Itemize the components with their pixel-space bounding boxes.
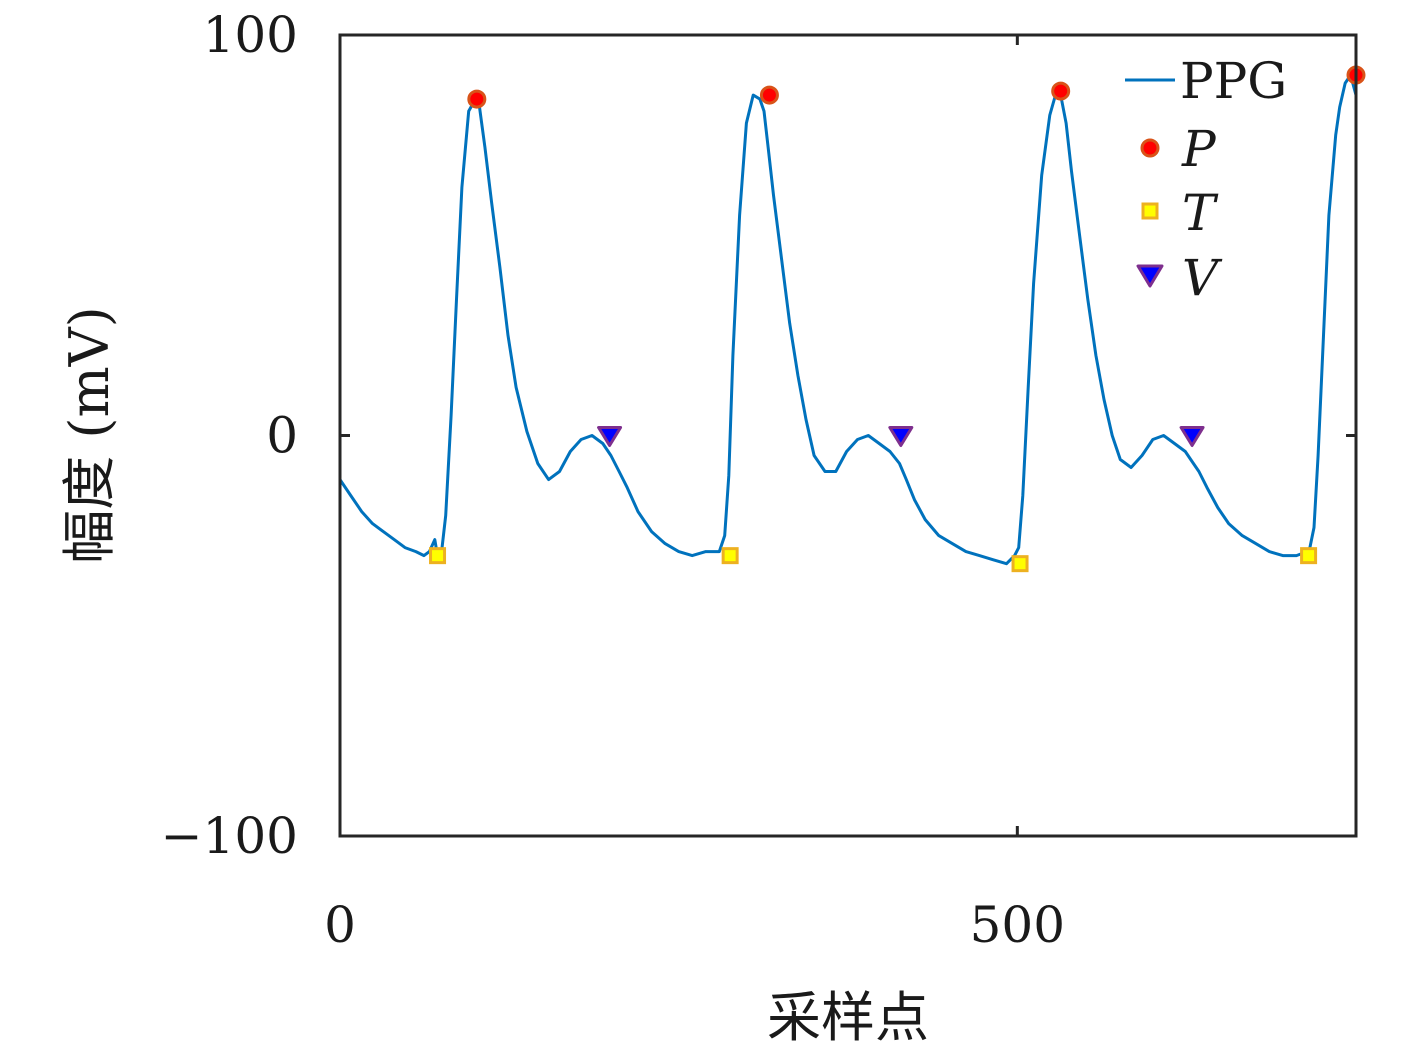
legend-t-marker: [1141, 202, 1159, 220]
p-marker: [467, 89, 487, 109]
p-marker: [1051, 81, 1071, 101]
legend-ppg-label: PPG: [1180, 52, 1287, 110]
ppg-line: [338, 73, 1358, 566]
t-marker: [1011, 555, 1029, 573]
legend-v-marker: [1136, 264, 1164, 288]
data-layer: [338, 65, 1366, 573]
legend-p-marker: [1140, 138, 1160, 158]
y-tick-label: −100: [161, 807, 298, 865]
x-tick-label: 500: [970, 896, 1065, 954]
y-tick-label: 100: [203, 6, 298, 64]
legend-t-label: T: [1182, 184, 1219, 242]
v-marker: [597, 426, 623, 447]
y-tick-label: 0: [266, 407, 298, 465]
legend-p-label: P: [1181, 120, 1217, 178]
y-axis-label: 幅度 (mV): [58, 306, 121, 564]
legend-v-label: V: [1182, 249, 1223, 307]
v-marker: [1179, 426, 1205, 447]
t-marker: [721, 547, 739, 565]
ticks-layer: −100 0 100 0 500: [161, 6, 1356, 954]
v-marker: [888, 426, 914, 447]
x-axis-label: 采样点: [767, 986, 929, 1049]
t-marker: [429, 547, 447, 565]
p-marker: [759, 85, 779, 105]
x-tick-label: 0: [324, 896, 356, 954]
legend: PPG P T V: [1125, 52, 1287, 307]
t-marker: [1300, 547, 1318, 565]
